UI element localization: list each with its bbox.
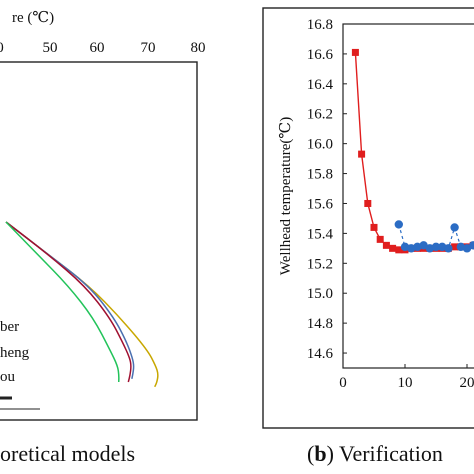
panel-a-legend-entry-2: heng [0, 345, 30, 361]
panel-a-x-tick-50: 50 [43, 40, 58, 56]
panel-a-legend: ber heng ou [0, 319, 40, 410]
panel-a-x-tick-70: 70 [141, 40, 156, 56]
panel-b-plot-area [342, 23, 474, 369]
panel-b-y-tick-15.2: 15.2 [307, 256, 333, 272]
panel-b-series-1-line [354, 52, 474, 251]
panel-a-series [5, 221, 159, 388]
panel-b-caption-text: ) Verification [327, 441, 443, 466]
panel-b-frame [262, 7, 474, 429]
panel-a-legend-entry-3: ou [0, 369, 16, 385]
panel-b-series-1-point [389, 244, 397, 252]
panel-b-series-1-point [395, 246, 403, 254]
panel-b-series-2-point [450, 223, 459, 232]
panel-b-y-tick-16.8: 16.8 [307, 17, 333, 33]
panel-a-xlabel: re (℃) [12, 10, 54, 26]
panel-b-y-tick-16.6: 16.6 [307, 47, 334, 63]
panel-b-series [351, 48, 474, 254]
panel-b-series-1-point [382, 241, 390, 249]
panel-b-x-tick-0: 0 [339, 375, 347, 391]
panel-a-x-tick-80: 80 [191, 40, 206, 56]
panel-b-series-1-point [351, 48, 359, 56]
panel-b-y-tick-16.4: 16.4 [307, 77, 334, 93]
panel-b-y-tick-14.8: 14.8 [307, 316, 333, 332]
panel-b-y-tick-15.0: 15.0 [307, 286, 333, 302]
panel-b-series-2-point [444, 244, 453, 253]
panel-b-y-tick-16.2: 16.2 [307, 107, 333, 123]
panel-b-caption-letter: b [314, 441, 326, 466]
panel-b-series-2-point [394, 220, 403, 229]
panel-b-ylabel: Wellhead temperature(℃) [278, 117, 294, 275]
panel-a-x-tick-60: 60 [90, 40, 105, 56]
panel-b-caption: (b) Verification [307, 441, 443, 466]
panel-a-series-4-line [5, 221, 120, 383]
panel-b-series-1-point [364, 199, 372, 207]
panel-b-y-tick-15.4: 15.4 [307, 226, 334, 242]
panel-b-y-tick-16.0: 16.0 [307, 137, 333, 153]
panel-a: re (℃) 0 50 60 70 80 ber heng ou oretical mo… [0, 10, 206, 466]
panel-b-x-tick-labels: 0 10 20 [339, 364, 474, 391]
panel-b-y-tick-15.8: 15.8 [307, 167, 333, 183]
panel-b-series-1-point [358, 150, 366, 158]
panel-b-series-2-point [469, 241, 474, 250]
panel-b-y-tick-14.6: 14.6 [307, 346, 334, 362]
panel-b-series-2-point [431, 242, 441, 252]
panel-b-series-1-point [370, 223, 378, 231]
panel-b-x-tick-10: 10 [398, 375, 413, 391]
panel-a-x-tick-labels: 0 50 60 70 80 [0, 40, 206, 56]
panel-a-series-3-line [5, 221, 132, 383]
panel-a-legend-entry-1: ber [0, 319, 19, 335]
panel-b-x-tick-20: 20 [460, 375, 474, 391]
panel-a-x-tick-0: 0 [0, 40, 4, 56]
panel-b-series-1-point [376, 235, 384, 243]
panel-b-y-tick-15.6: 15.6 [307, 196, 334, 212]
panel-a-frame [0, 61, 198, 421]
panel-b-y-tick-labels: 16.8 16.6 16.4 16.2 16.0 15.8 15.6 15.4 15.2 15.0… [307, 17, 347, 362]
panel-b-series-1-point [451, 243, 459, 251]
panel-a-caption: oretical models [0, 441, 135, 466]
panel-b: Wellhead temperature(℃) 16.8 16.6 16.4 16.2… [262, 7, 474, 466]
